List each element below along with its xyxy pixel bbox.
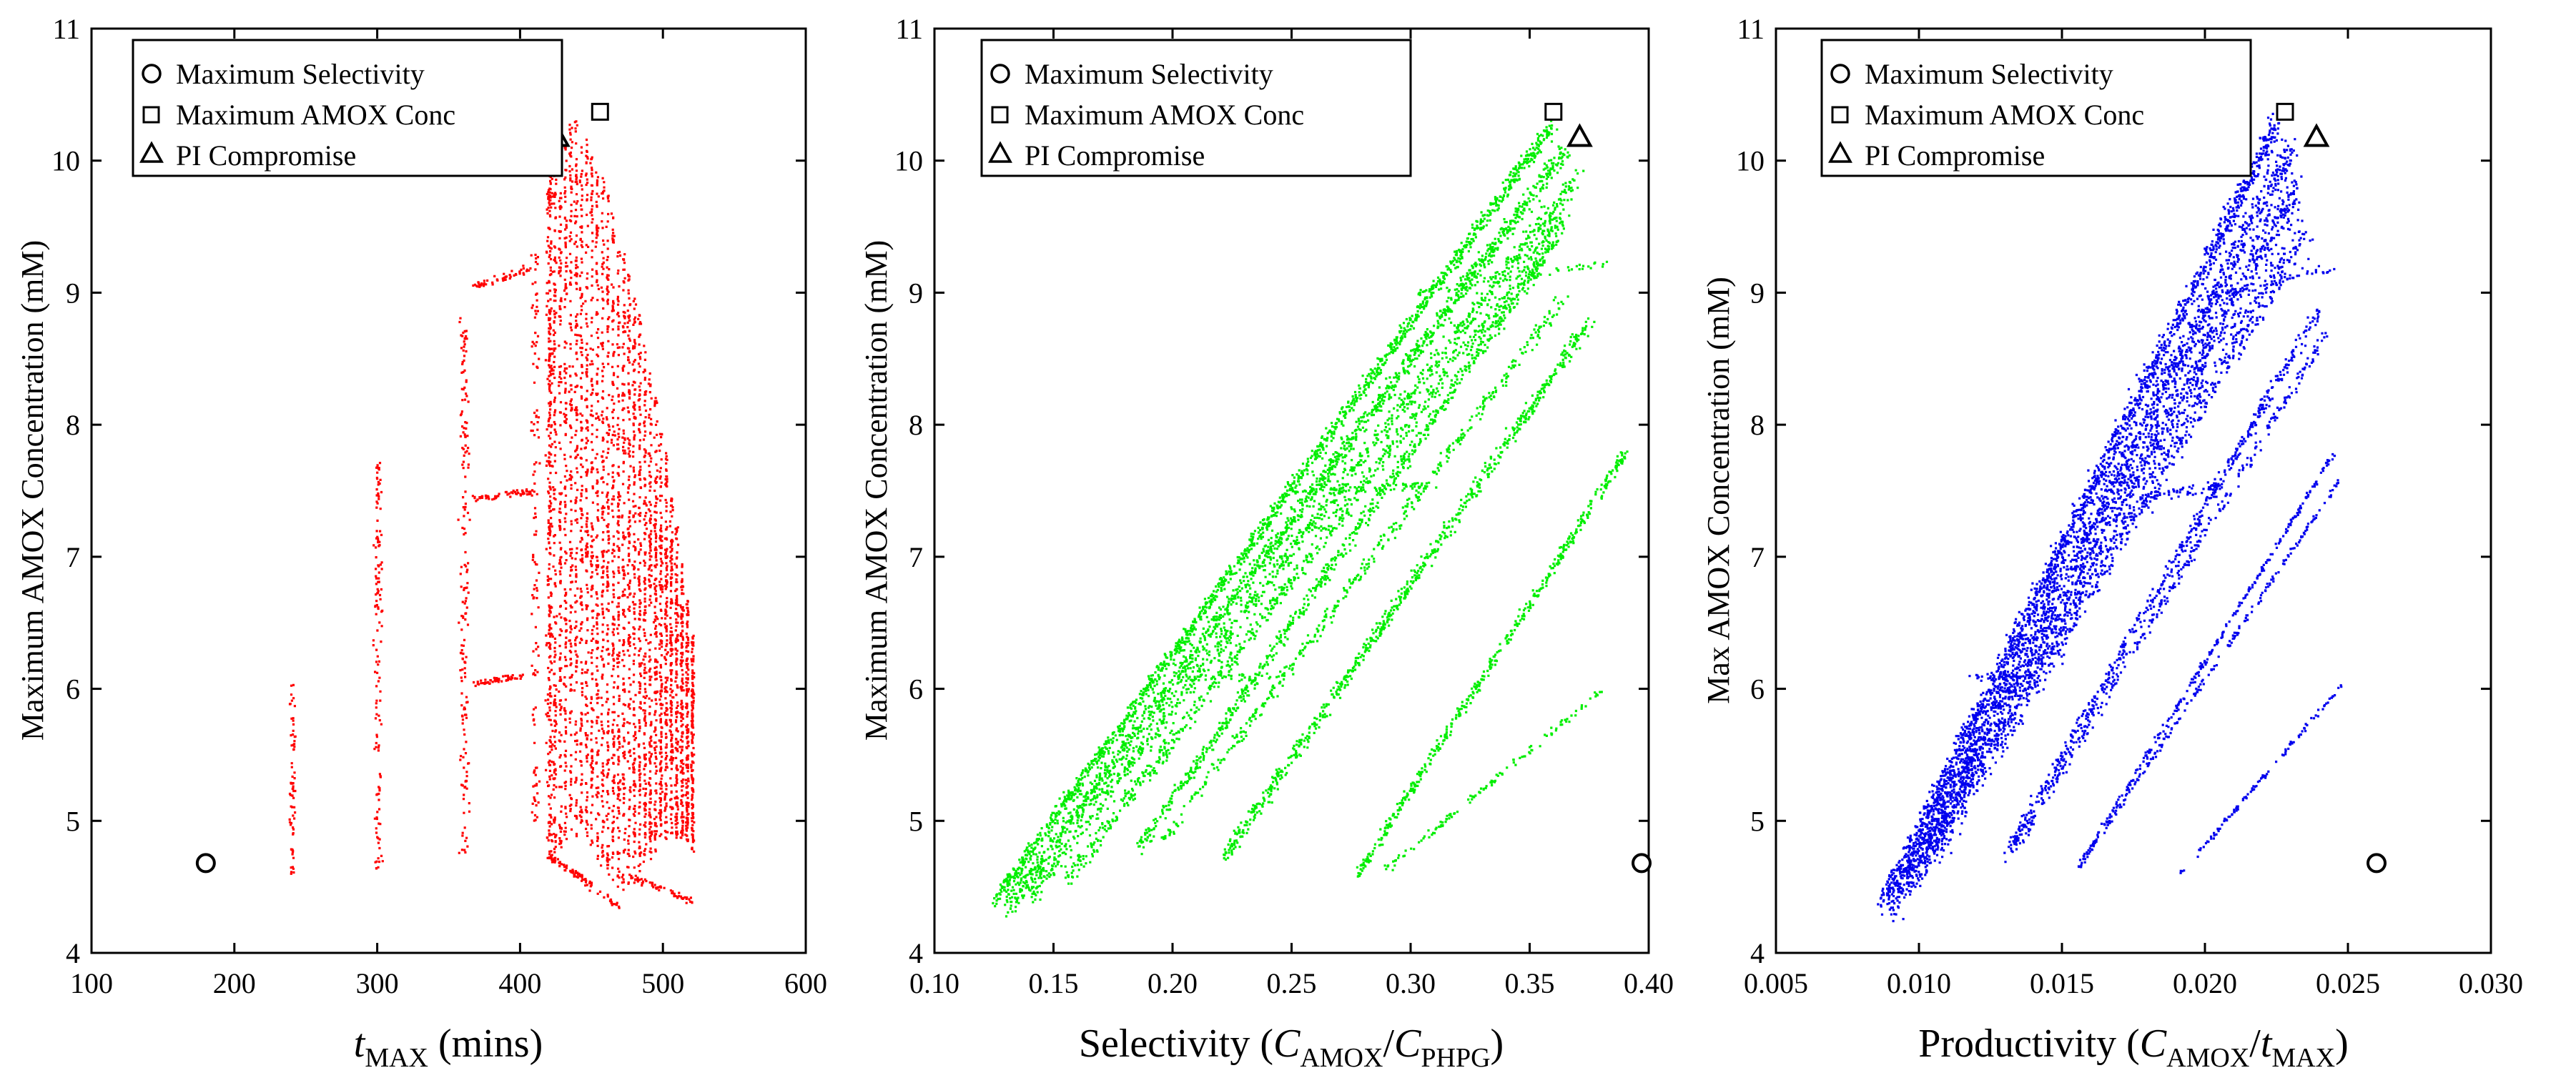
productivity-scatter-dots — [1877, 112, 2343, 923]
tmax-legend-box — [132, 39, 563, 177]
tmax-scatter-points — [288, 120, 696, 909]
legend-max-amox-label: Maximum AMOX Conc — [1025, 99, 1304, 131]
max-selectivity-marker — [1632, 853, 1652, 874]
productivity-legend-box — [1820, 39, 2252, 177]
y-tick-label: 9 — [66, 277, 80, 309]
max-amox-conc-marker — [1544, 102, 1563, 121]
panel-selectivity: 0.10 0.15 0.20 0.25 0.30 0.35 0.40 4 5 6 7 8 9 10 11 M… — [859, 13, 1674, 1073]
x-tick-label: 200 — [213, 967, 256, 999]
y-tick-label: 10 — [894, 145, 923, 177]
tmax-axis-ticks: 100 200 300 400 500 600 4 5 6 7 8 9 10 11 — [51, 13, 827, 999]
legend-max-selectivity-label: Maximum Selectivity — [1025, 58, 1273, 90]
x-tick-label: 500 — [641, 967, 684, 999]
y-tick-label: 7 — [1750, 541, 1765, 573]
legend-max-selectivity-label: Maximum Selectivity — [176, 58, 425, 90]
legend-max-amox-marker — [1831, 106, 1849, 124]
tmax-x-axis-label: tMAX (mins) — [354, 1022, 543, 1073]
legend-max-amox-marker — [142, 106, 160, 124]
max-amox-conc-marker — [2276, 102, 2294, 121]
legend-max-selectivity-label: Maximum Selectivity — [1865, 58, 2113, 90]
panel-tmax: 100 200 300 400 500 600 4 5 6 7 8 9 10 11 Maximum Sel… — [15, 13, 827, 1073]
y-tick-label: 4 — [66, 937, 80, 969]
y-tick-label: 10 — [1736, 145, 1765, 177]
y-tick-label: 7 — [66, 541, 80, 573]
x-tick-label: 0.10 — [909, 967, 959, 999]
y-tick-label: 9 — [909, 277, 923, 309]
x-tick-label: 0.15 — [1029, 967, 1079, 999]
productivity-legend: Maximum Selectivity Maximum AMOX Conc PI… — [1820, 39, 2252, 177]
y-tick-label: 5 — [1750, 805, 1765, 837]
selectivity-x-axis-label: Selectivity (CAMOX/CPHPG) — [1079, 1022, 1504, 1073]
y-tick-label: 11 — [895, 13, 923, 45]
productivity-special-markers — [2276, 102, 2387, 874]
legend-max-selectivity-marker — [1830, 64, 1850, 84]
x-tick-label: 0.030 — [2459, 967, 2523, 999]
y-tick-label: 8 — [1750, 409, 1765, 441]
legend-pi-compromise-label: PI Compromise — [1025, 139, 1205, 172]
pi-compromise-marker — [1566, 123, 1593, 147]
legend-pi-compromise-label: PI Compromise — [176, 139, 356, 172]
legend-pi-compromise-marker — [139, 141, 164, 163]
y-tick-label: 6 — [909, 673, 923, 706]
selectivity-axis-ticks: 0.10 0.15 0.20 0.25 0.30 0.35 0.40 4 5 6 7 8 9 10 11 — [894, 13, 1674, 999]
legend-max-selectivity-marker — [142, 64, 162, 84]
legend-pi-compromise-marker — [988, 141, 1012, 163]
selectivity-y-axis-label: Maximum AMOX Concentration (mM) — [859, 240, 894, 741]
y-tick-label: 10 — [51, 145, 80, 177]
x-tick-label: 0.025 — [2316, 967, 2380, 999]
selectivity-scatter-points — [992, 119, 1629, 918]
y-tick-label: 8 — [909, 409, 923, 441]
x-tick-label: 0.005 — [1744, 967, 1808, 999]
tmax-plot-frame — [90, 27, 807, 954]
x-tick-label: 0.25 — [1267, 967, 1317, 999]
x-tick-label: 0.35 — [1505, 967, 1555, 999]
y-tick-label: 4 — [909, 937, 923, 969]
y-tick-label: 9 — [1750, 277, 1765, 309]
legend-pi-compromise-label: PI Compromise — [1865, 139, 2045, 172]
max-amox-conc-marker — [591, 102, 609, 121]
x-tick-label: 0.20 — [1148, 967, 1198, 999]
x-tick-label: 400 — [498, 967, 541, 999]
panel-productivity: 0.005 0.010 0.015 0.020 0.025 0.030 4 5 6 7 8 9 10 11… — [1701, 13, 2523, 1073]
pi-compromise-marker — [2303, 123, 2330, 147]
selectivity-scatter-dots — [992, 119, 1629, 918]
x-tick-label: 0.30 — [1386, 967, 1436, 999]
legend-max-amox-label: Maximum AMOX Conc — [1865, 99, 2144, 131]
y-tick-label: 6 — [1750, 673, 1765, 706]
productivity-axis-ticks: 0.005 0.010 0.015 0.020 0.025 0.030 4 5 6 7 8 9 10 11 — [1736, 13, 2523, 999]
tmax-y-axis-label: Maximum AMOX Concentration (mM) — [15, 240, 50, 741]
y-tick-label: 11 — [1737, 13, 1765, 45]
productivity-y-axis-label: Max AMOX Concentration (mM) — [1701, 277, 1736, 704]
legend-pi-compromise-marker — [1828, 141, 1852, 163]
y-tick-label: 5 — [909, 805, 923, 837]
y-tick-label: 4 — [1750, 937, 1765, 969]
tmax-special-markers — [195, 102, 609, 874]
selectivity-legend: Maximum Selectivity Maximum AMOX Conc PI… — [980, 39, 1412, 177]
x-tick-label: 600 — [784, 967, 827, 999]
selectivity-legend-box — [980, 39, 1412, 177]
x-tick-label: 0.015 — [2030, 967, 2094, 999]
selectivity-special-markers — [1544, 102, 1652, 874]
x-tick-label: 100 — [70, 967, 113, 999]
legend-max-amox-marker — [991, 106, 1009, 124]
y-tick-label: 5 — [66, 805, 80, 837]
x-tick-label: 0.010 — [1887, 967, 1951, 999]
x-tick-label: 0.40 — [1624, 967, 1674, 999]
productivity-scatter-points — [1877, 112, 2343, 923]
y-tick-label: 6 — [66, 673, 80, 706]
y-tick-label: 11 — [52, 13, 80, 45]
x-tick-label: 300 — [356, 967, 399, 999]
y-tick-label: 8 — [66, 409, 80, 441]
productivity-x-axis-label: Productivity (CAMOX/tMAX) — [1918, 1022, 2348, 1073]
legend-max-selectivity-marker — [990, 64, 1010, 84]
legend-max-amox-label: Maximum AMOX Conc — [176, 99, 455, 131]
y-tick-label: 7 — [909, 541, 923, 573]
x-tick-label: 0.020 — [2173, 967, 2237, 999]
max-selectivity-marker — [195, 853, 216, 874]
max-selectivity-marker — [2367, 853, 2387, 874]
tmax-legend: Maximum Selectivity Maximum AMOX Conc PI… — [132, 39, 563, 177]
tmax-scatter-dots — [288, 120, 696, 909]
productivity-plot-frame — [1775, 27, 2492, 954]
